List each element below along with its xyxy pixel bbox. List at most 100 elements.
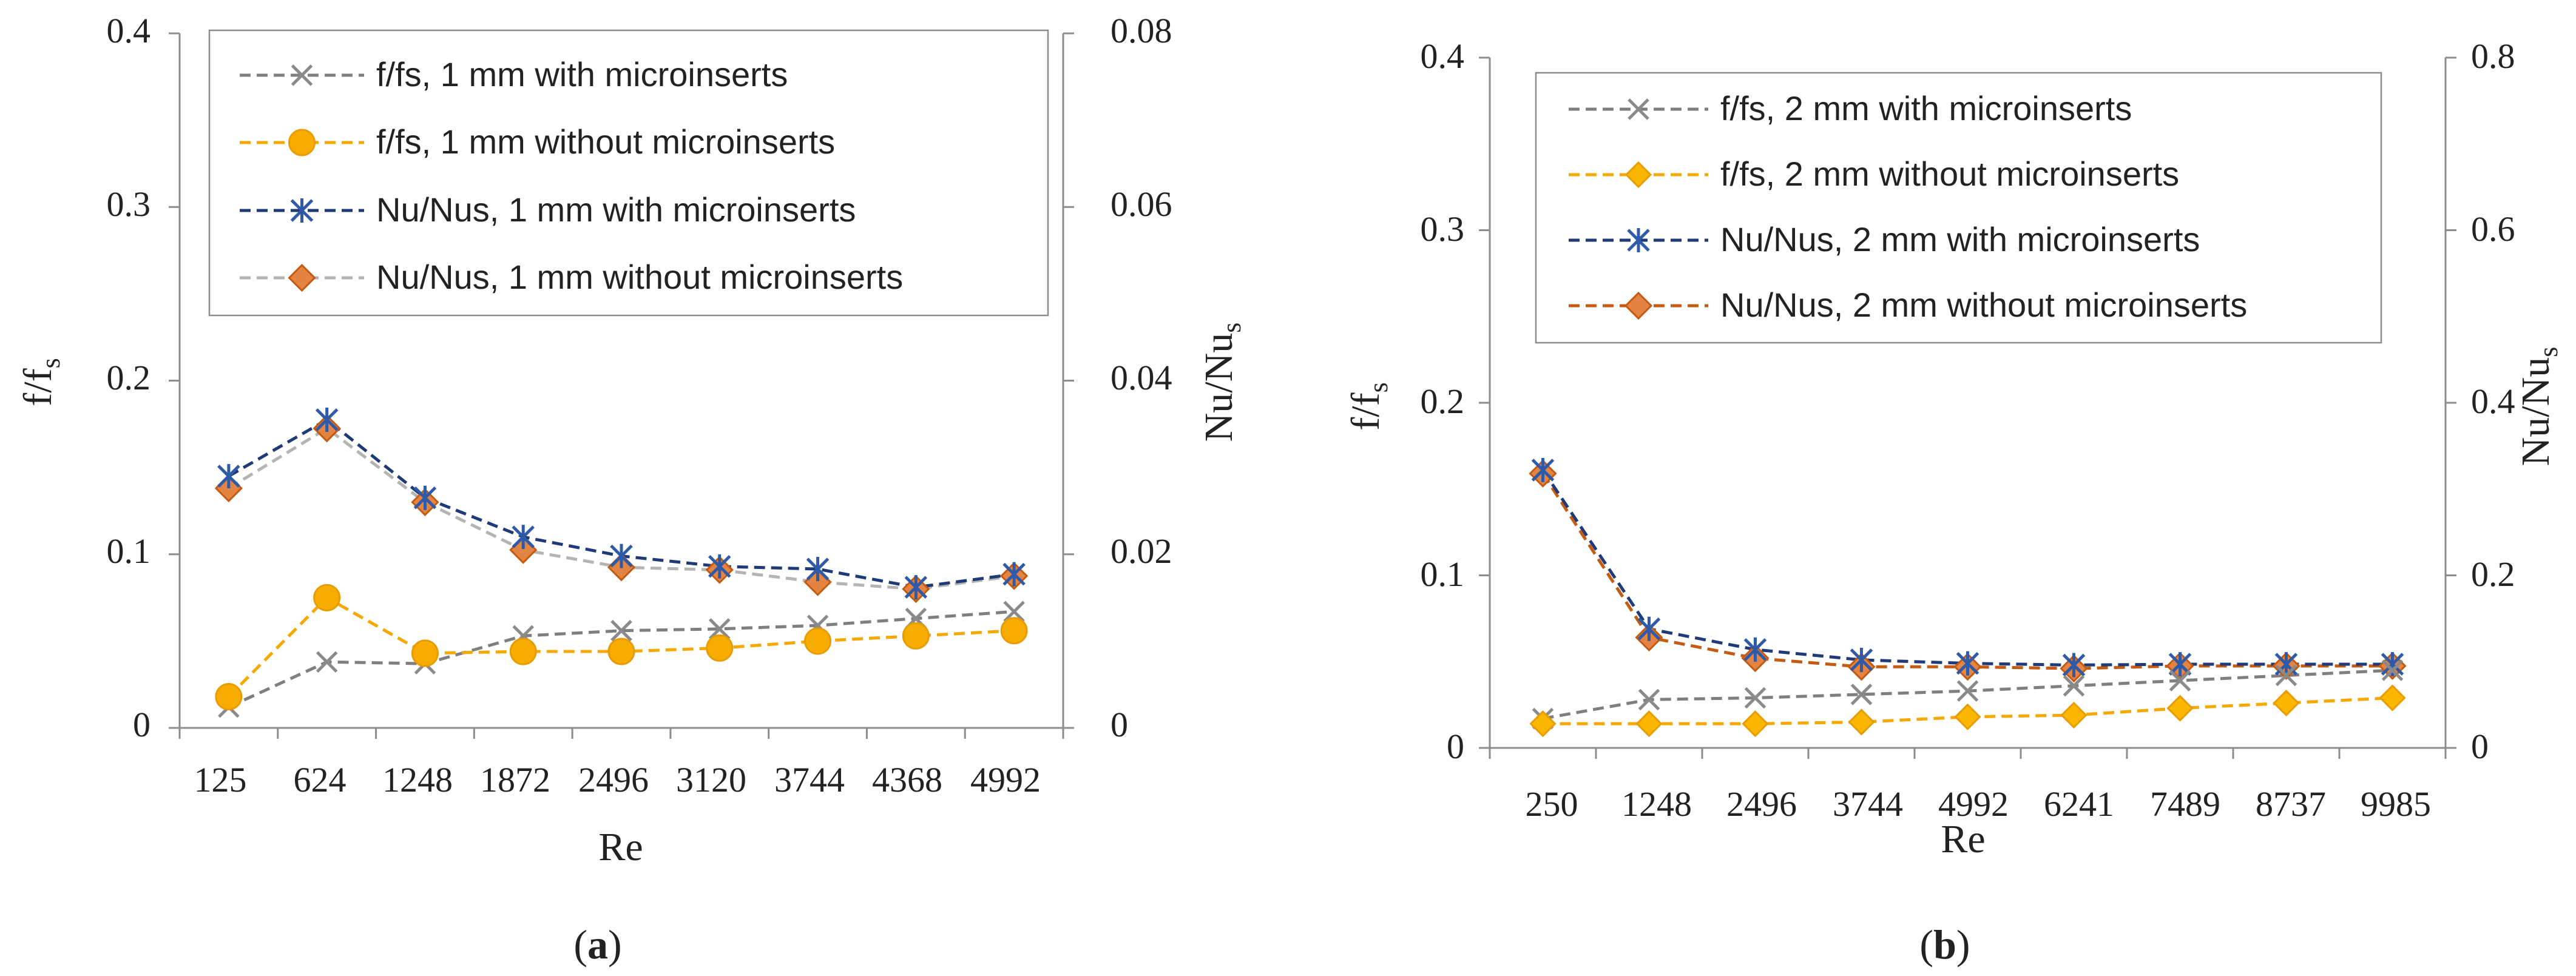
chart-a-x-tick: 3744: [774, 760, 845, 799]
chart-a-legend-label: Nu/Nus, 1 mm with microinserts: [376, 190, 856, 229]
chart-a-right-tick: 0.02: [1111, 531, 1172, 571]
chart-b-left-tick: 0.1: [1421, 554, 1465, 594]
chart-a-right-axis-label: Nu/Nus: [1197, 323, 1246, 442]
chart-a-legend-label: f/fs, 1 mm with microinserts: [376, 55, 788, 93]
chart-b-data-point: [2168, 652, 2192, 677]
chart-b-data-point: [1744, 687, 1766, 709]
chart-b-data-point: [2274, 652, 2298, 677]
chart-b-x-tick: 8737: [2256, 784, 2326, 824]
chart-b-legend-label: f/fs, 2 mm without microinserts: [1720, 155, 2179, 193]
chart-a-data-point: [706, 634, 734, 662]
chart-a-caption: (a): [573, 921, 621, 968]
chart-a-legend: f/fs, 1 mm with microinserts f/fs, 1 mm …: [208, 29, 1049, 317]
chart-a-x-tick: 4368: [872, 760, 942, 799]
chart-a-data-point: [804, 627, 832, 655]
chart-a-left-axis-label: f/fs: [16, 358, 66, 406]
chart-b-right-tick: 0.4: [2471, 382, 2515, 421]
chart-b-x-tick: 6241: [2044, 784, 2114, 824]
chart-a-data-point: [316, 651, 338, 673]
chart-a-data-point: [610, 619, 632, 642]
chart-a-left-tick: 0.2: [107, 358, 151, 397]
chart-b-left-tick: 0.3: [1421, 209, 1465, 249]
chart-b-data-point: [2060, 701, 2088, 729]
chart-a-x-tick: 2496: [578, 760, 649, 799]
chart-b-data-point: [2062, 653, 2086, 678]
chart-b-left-tick: 0: [1447, 727, 1464, 766]
chart-a-left-tick: 0.4: [107, 11, 151, 50]
chart-b-data-point: [2166, 695, 2194, 722]
chart-b-data-point: [1531, 457, 1555, 482]
chart-b-data-point: [1529, 710, 1557, 738]
chart-a-data-point: [313, 584, 341, 611]
chart-b-data-point: [1743, 637, 1767, 662]
chart-a-x-tick: 1248: [382, 760, 453, 799]
chart-a-right-tick: 0.06: [1111, 184, 1172, 224]
chart-a: 0 0.1 0.2 0.3 0.4 0 0.02 0.04 0.06 0.08 …: [16, 11, 1246, 968]
chart-b-data-point: [1954, 703, 1981, 730]
chart-b-x-axis-label: Re: [1941, 817, 1985, 861]
chart-a-legend-label: Nu/Nus, 1 mm without microinserts: [376, 258, 903, 296]
chart-b-data-point: [2273, 689, 2300, 717]
chart-b-left-tick: 0.4: [1421, 36, 1465, 76]
chart-a-x-axis-label: Re: [598, 825, 643, 869]
chart-a-data-point: [509, 638, 537, 665]
chart-b-legend-label: Nu/Nus, 2 mm with microinserts: [1720, 220, 2200, 258]
chart-a-data-point: [902, 622, 930, 650]
chart-b-data-point: [1638, 688, 1660, 711]
chart-b-data-point: [1635, 710, 1663, 738]
chart-a-data-point: [610, 544, 633, 568]
chart-a-data-point: [806, 557, 830, 582]
chart-b-data-point: [1956, 651, 1979, 676]
chart-a-data-point: [709, 618, 731, 640]
chart-a-right-tick: 0.04: [1111, 358, 1172, 397]
chart-b-data-point: [1850, 647, 1873, 672]
chart-a-data-point: [1000, 617, 1028, 645]
chart-b-right-tick: 0: [2471, 727, 2489, 766]
chart-a-legend-marker: [291, 64, 313, 86]
chart-b-legend-label: Nu/Nus, 2 mm without microinserts: [1720, 286, 2247, 324]
chart-b-data-point: [2381, 659, 2404, 681]
chart-a-legend-marker: [288, 263, 316, 292]
chart-b-right-tick: 0.2: [2471, 554, 2515, 594]
chart-a-left-tick: 0.3: [107, 184, 151, 224]
chart-a-data-point: [607, 638, 635, 665]
chart-a-left-tick: 0: [133, 705, 150, 744]
chart-a-x-tick: 125: [194, 760, 247, 799]
chart-a-data-point: [215, 682, 243, 710]
chart-b-x-tick: 7489: [2150, 784, 2220, 824]
chart-b-x-tick: 250: [1526, 784, 1578, 824]
chart-b-x-tick: 1248: [1621, 784, 1692, 824]
chart-b-data-point: [2275, 664, 2297, 687]
chart-a-data-point: [217, 463, 240, 488]
chart-b-caption: (b): [1919, 921, 1970, 968]
chart-b: 0 0.1 0.2 0.3 0.4 0 0.2 0.4 0.6 0.8 250 …: [1344, 36, 2563, 968]
chart-a-data-point: [1002, 562, 1026, 587]
chart-a-series-line: [228, 610, 1015, 708]
chart-b-data-point: [1850, 684, 1873, 705]
chart-a-left-tick: 0.1: [107, 531, 151, 571]
chart-a-data-point: [708, 554, 731, 579]
chart-b-legend-label: f/fs, 2 mm with microinserts: [1720, 89, 2132, 127]
chart-a-data-point: [904, 575, 928, 600]
chart-a-legend-label: f/fs, 1 mm without microinserts: [376, 123, 835, 161]
chart-b-left-axis-label: f/fs: [1344, 382, 1393, 430]
chart-b-legend-marker: [1627, 228, 1650, 252]
chart-a-x-tick: 1872: [480, 760, 550, 799]
chart-b-right-tick: 0.6: [2471, 209, 2515, 249]
chart-b-data-point: [2063, 675, 2085, 697]
chart-a-ticks: [169, 32, 1074, 739]
chart-b-legend-marker: [1624, 161, 1652, 189]
chart-a-data-point: [315, 407, 339, 432]
chart-b-x-tick: 3744: [1833, 784, 1903, 824]
chart-a-x-tick: 3120: [676, 760, 746, 799]
chart-b-data-point: [2169, 670, 2191, 692]
chart-a-data-point: [512, 525, 535, 550]
chart-a-data-point: [1003, 601, 1025, 622]
chart-b-data-point: [2379, 684, 2406, 712]
chart-b-series: [1529, 457, 2407, 738]
chart-b-legend-marker: [1624, 291, 1653, 320]
chart-a-x-tick: 624: [294, 760, 347, 799]
chart-a-data-point: [413, 485, 437, 510]
chart-b-x-tick: 2496: [1726, 784, 1797, 824]
